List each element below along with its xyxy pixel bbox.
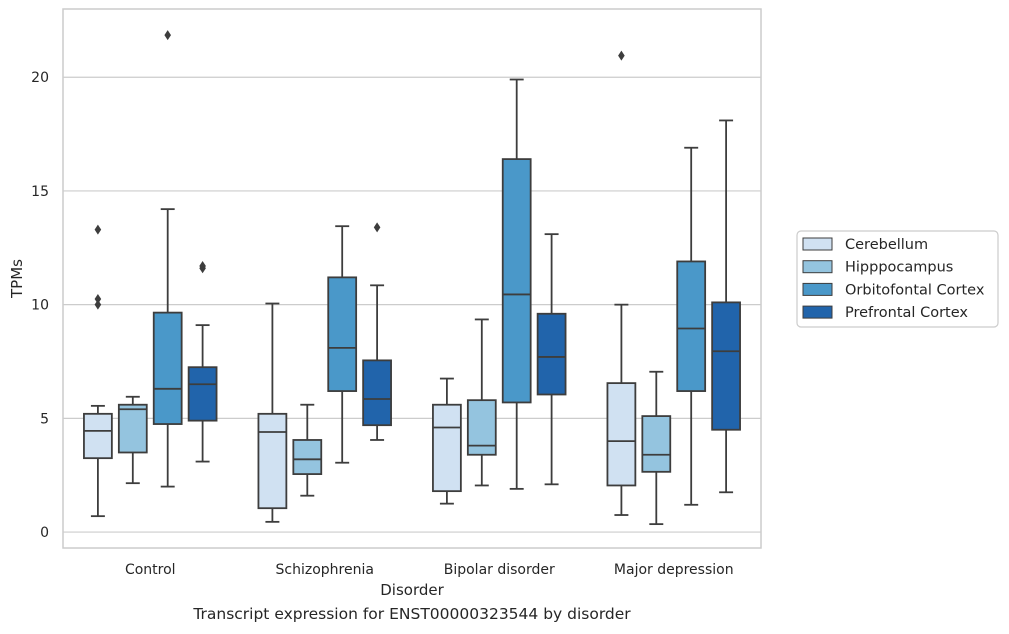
iqr-box: [676, 260, 707, 392]
outlier-point: [94, 299, 102, 310]
box-orbitofontal-cortex: [676, 146, 707, 506]
legend-swatch: [802, 260, 833, 274]
box-prefrontal-cortex: [711, 119, 741, 494]
iqr-box: [117, 403, 148, 454]
iqr-box: [83, 412, 113, 460]
iqr-box: [466, 399, 497, 456]
y-axis-title: TPMs: [8, 259, 26, 299]
legend-swatch: [802, 305, 833, 319]
box-hipppocampus: [466, 318, 497, 487]
iqr-box: [711, 301, 741, 431]
box-series: [83, 30, 741, 526]
y-tick-label: 15: [31, 184, 49, 200]
iqr-box: [501, 158, 532, 404]
legend-label: Hipppocampus: [845, 260, 953, 276]
iqr-box: [292, 439, 323, 475]
legend-label: Orbitofontal Cortex: [845, 282, 985, 298]
legend-frame: [796, 230, 999, 328]
box-hipppocampus: [117, 395, 148, 485]
iqr-box: [362, 359, 392, 427]
box-hipppocampus: [292, 403, 323, 497]
box-orbitofontal-cortex: [152, 30, 183, 488]
x-tick-label: Major depression: [614, 562, 734, 578]
iqr-box: [152, 311, 183, 425]
box-prefrontal-cortex: [536, 233, 567, 486]
plot-frame: [62, 8, 762, 549]
x-tick-label: Schizophrenia: [276, 562, 374, 578]
y-tick-label: 0: [40, 525, 49, 541]
legend-label: Prefrontal Cortex: [845, 305, 968, 321]
box-hipppocampus: [641, 370, 672, 526]
outlier-point: [199, 260, 206, 271]
box-orbitofontal-cortex: [327, 225, 358, 464]
x-axis-title: Disorder: [380, 581, 444, 599]
box-prefrontal-cortex: [362, 222, 392, 441]
y-tick-label: 20: [31, 70, 49, 86]
y-tick-label: 5: [40, 411, 49, 427]
x-tick-labels: Control Schizophrenia Bipolar disorder Majo…: [125, 562, 734, 578]
y-tick-label: 10: [31, 298, 49, 314]
y-tick-labels: 0 5 10 15 20: [31, 70, 49, 541]
legend-swatch: [802, 237, 833, 251]
iqr-box: [606, 382, 637, 487]
box-cerebellum: [83, 224, 113, 518]
outlier-point: [94, 293, 102, 304]
box-cerebellum: [257, 302, 288, 523]
iqr-box: [432, 403, 462, 493]
iqr-box: [257, 412, 288, 510]
iqr-box: [536, 312, 567, 396]
iqr-box: [187, 366, 218, 422]
outlier-point: [618, 50, 625, 61]
iqr-box: [641, 415, 672, 473]
legend-swatch: [802, 282, 833, 296]
x-tick-label: Bipolar disorder: [444, 562, 555, 578]
x-tick-label: Control: [125, 562, 176, 578]
box-orbitofontal-cortex: [501, 78, 532, 490]
outlier-point: [164, 30, 171, 41]
box-cerebellum: [606, 50, 637, 516]
legend: Cerebellum Hipppocampus Orbitofontal Corte…: [796, 230, 999, 328]
figure-caption: Transcript expression for ENST0000032354…: [193, 605, 631, 623]
box-cerebellum: [432, 377, 462, 505]
outlier-point: [94, 224, 102, 235]
iqr-box: [327, 276, 358, 392]
box-prefrontal-cortex: [187, 260, 218, 463]
legend-label: Cerebellum: [845, 237, 928, 253]
outlier-point: [373, 222, 381, 233]
